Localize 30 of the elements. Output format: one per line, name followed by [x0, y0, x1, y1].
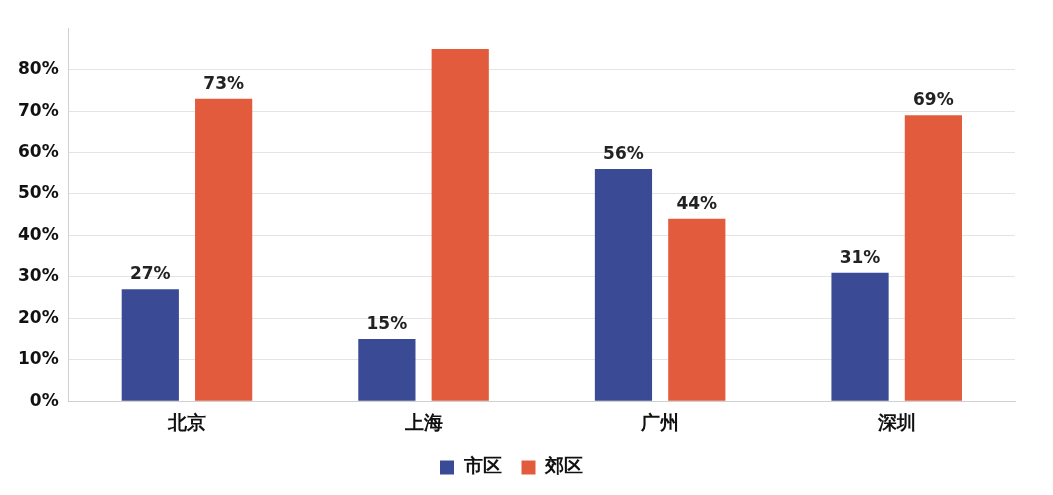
y-tick-label: 10% — [17, 348, 59, 369]
bar — [904, 115, 962, 401]
data-label: 73% — [203, 72, 244, 93]
data-label: 27% — [129, 263, 171, 284]
legend-label: 郊区 — [544, 454, 583, 477]
data-label: 56% — [603, 143, 644, 164]
y-tick-label: 60% — [17, 140, 59, 161]
x-tick-label: 深圳 — [876, 410, 916, 433]
y-tick-label: 30% — [17, 265, 59, 286]
bar — [431, 48, 489, 401]
bar — [831, 272, 889, 401]
legend-label: 市区 — [462, 454, 502, 477]
y-tick-label: 20% — [17, 306, 59, 327]
bar — [594, 169, 653, 401]
x-tick-label: 广州 — [640, 410, 680, 433]
bar — [668, 218, 726, 401]
bar — [195, 98, 253, 401]
y-tick-label: 80% — [17, 58, 59, 79]
data-label: 44% — [676, 192, 718, 213]
data-label: 15% — [366, 312, 408, 333]
y-tick-label: 70% — [17, 99, 59, 120]
y-tick-label: 50% — [17, 182, 59, 203]
y-tick-label: 40% — [17, 223, 59, 244]
y-tick-label: 0% — [29, 389, 59, 410]
x-tick-label: 北京 — [166, 410, 206, 433]
x-tick-label: 上海 — [403, 410, 443, 433]
data-label: 69% — [913, 89, 954, 110]
bar — [358, 339, 416, 401]
data-label: 31% — [839, 246, 881, 267]
bar — [121, 289, 179, 401]
